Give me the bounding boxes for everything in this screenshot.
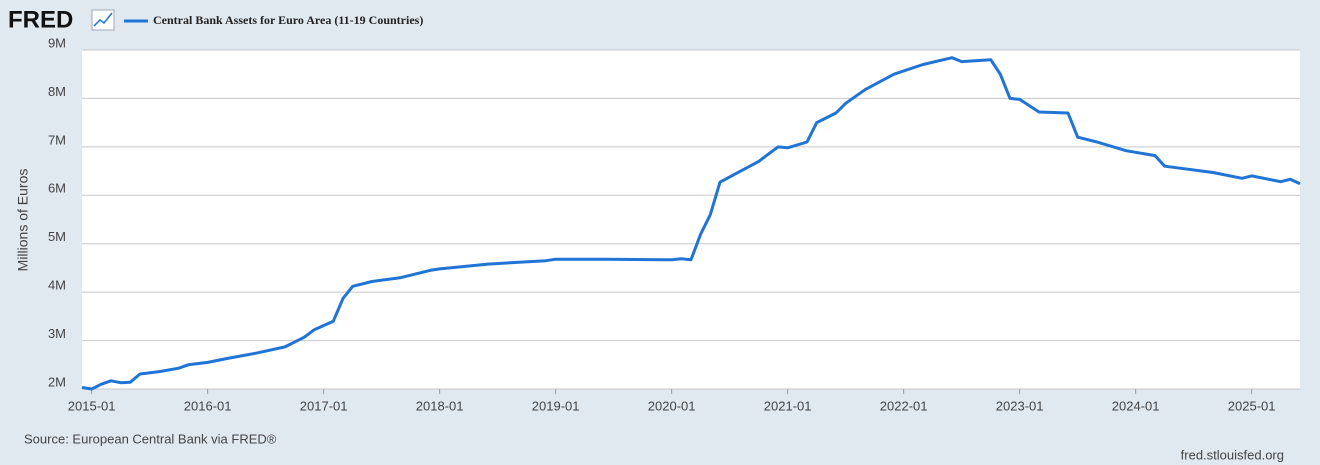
- x-tick-label: 2019-01: [532, 398, 580, 413]
- x-tick-label: 2022-01: [880, 398, 928, 413]
- brand-logo: FRED: [8, 6, 73, 33]
- plot-area: [82, 50, 1300, 389]
- y-tick-label: 9M: [48, 35, 66, 50]
- y-axis-label: Millions of Euros: [15, 169, 31, 272]
- series-line: [81, 56, 1301, 391]
- y-tick-label: 4M: [48, 278, 66, 293]
- x-tick-label: 2020-01: [648, 398, 696, 413]
- source-note: Source: European Central Bank via FRED®: [24, 431, 277, 446]
- x-tick-label: 2023-01: [996, 398, 1044, 413]
- y-tick-label: 2M: [48, 374, 66, 389]
- x-tick-label: 2021-01: [764, 398, 812, 413]
- x-tick-label: 2018-01: [416, 398, 464, 413]
- y-tick-label: 6M: [48, 181, 66, 196]
- y-tick-label: 8M: [48, 84, 66, 99]
- x-tick-label: 2016-01: [184, 398, 232, 413]
- x-tick-label: 2025-01: [1228, 398, 1276, 413]
- y-tick-label: 7M: [48, 132, 66, 147]
- legend-label: Central Bank Assets for Euro Area (11-19…: [153, 13, 423, 27]
- logo-icon: [91, 9, 115, 31]
- x-tick-label: 2017-01: [300, 398, 348, 413]
- y-tick-label: 5M: [48, 229, 66, 244]
- x-tick-label: 2015-01: [68, 398, 116, 413]
- y-tick-label: 3M: [48, 326, 66, 341]
- x-tick-label: 2024-01: [1112, 398, 1160, 413]
- site-note: fred.stlouisfed.org: [1181, 447, 1284, 462]
